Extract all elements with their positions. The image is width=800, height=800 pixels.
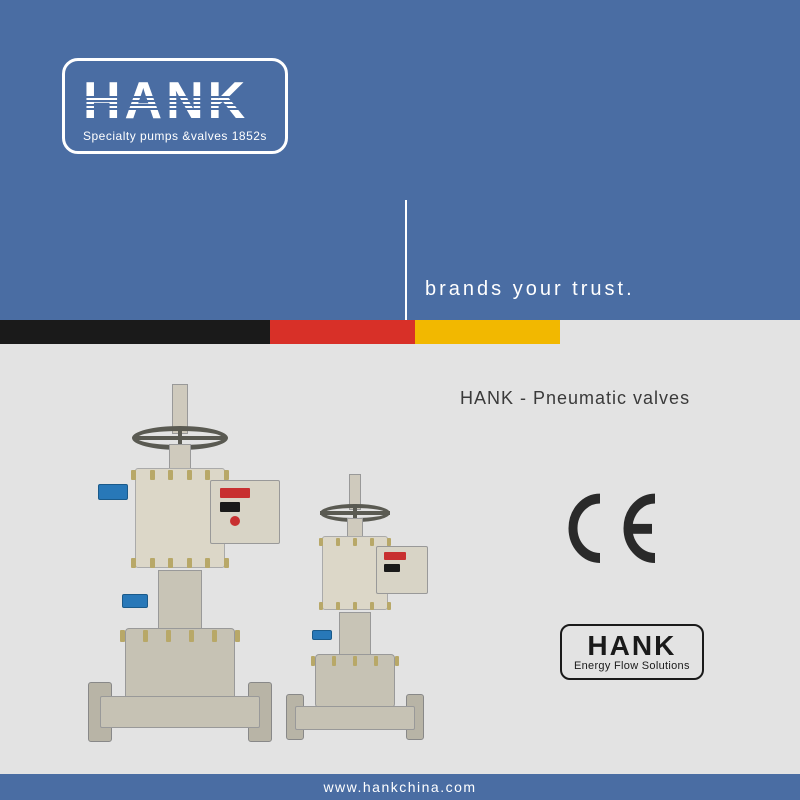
- website-url: www.hankchina.com: [323, 779, 476, 795]
- content-section: HANK - Pneumatic valves: [0, 344, 800, 800]
- vertical-divider: [405, 200, 407, 320]
- footer-logo-text: HANK: [587, 630, 676, 662]
- stripe-red: [270, 320, 415, 344]
- pneumatic-valve-large: [80, 384, 280, 744]
- pneumatic-valve-small: [280, 474, 430, 744]
- stripe-yellow: [415, 320, 560, 344]
- brand-slogan: brands your trust.: [425, 278, 635, 301]
- brand-logo-text: HANK: [83, 71, 249, 131]
- stripe-gray: [560, 320, 800, 344]
- brand-logo-box: HANK Specialty pumps &valves 1852s: [62, 58, 288, 154]
- stripe-black: [0, 320, 270, 344]
- website-url-bar: www.hankchina.com: [0, 774, 800, 800]
- footer-logo-box: HANK Energy Flow Solutions: [560, 624, 704, 680]
- header-section: HANK Specialty pumps &valves 1852s brand…: [0, 0, 800, 320]
- product-title: HANK - Pneumatic valves: [460, 388, 690, 409]
- color-stripe-band: [0, 320, 800, 344]
- brand-logo-tagline: Specialty pumps &valves 1852s: [83, 129, 267, 143]
- ce-mark-icon: [560, 490, 670, 582]
